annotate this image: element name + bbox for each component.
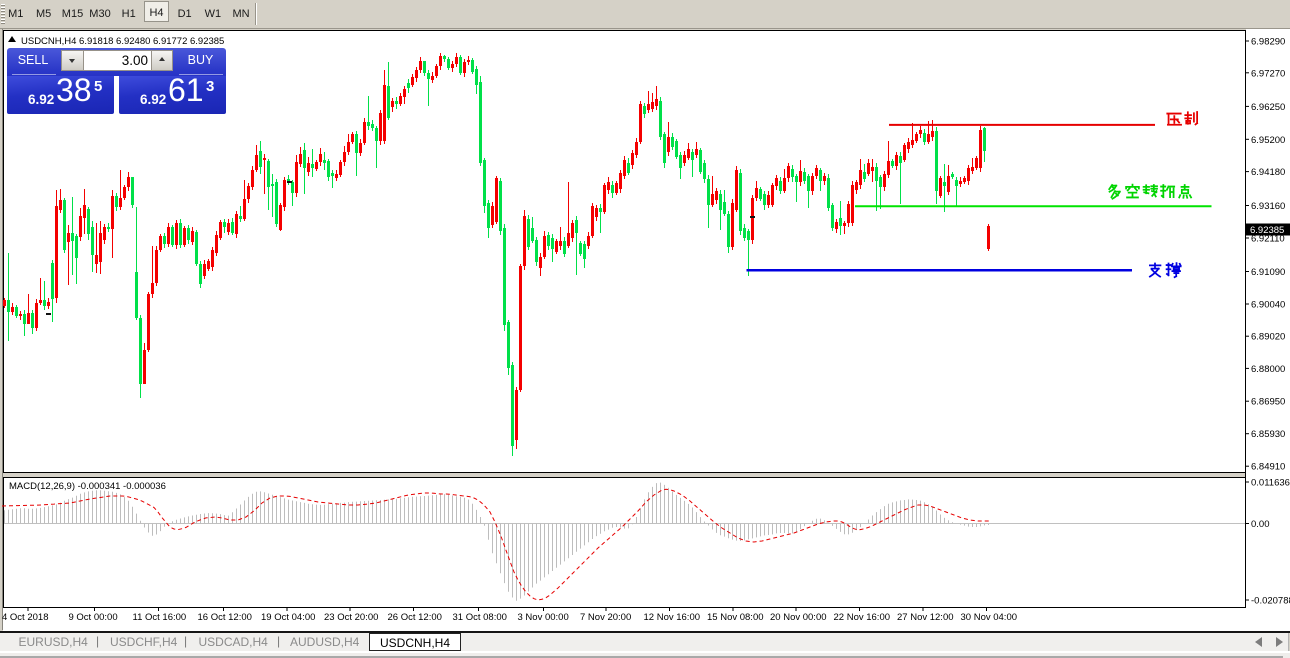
svg-text:6.90040: 6.90040 [1251, 300, 1285, 311]
svg-text:6.97270: 6.97270 [1251, 68, 1285, 79]
svg-text:16 Oct 12:00: 16 Oct 12:00 [198, 612, 252, 623]
svg-text:6.86950: 6.86950 [1251, 397, 1285, 408]
svg-text:22 Nov 16:00: 22 Nov 16:00 [834, 612, 891, 623]
svg-text:USDCNH,H4 6.91818 6.92480 6.9: USDCNH,H4 6.91818 6.92480 6.91772 6.9238… [21, 36, 224, 47]
svg-text:0.00: 0.00 [1251, 519, 1270, 530]
svg-text:6.85930: 6.85930 [1251, 429, 1285, 440]
svg-text:6.95200: 6.95200 [1251, 135, 1285, 146]
svg-text:3 Nov 00:00: 3 Nov 00:00 [518, 612, 569, 623]
svg-text:6.98290: 6.98290 [1251, 37, 1285, 48]
svg-text:23 Oct 20:00: 23 Oct 20:00 [324, 612, 378, 623]
svg-text:6.89020: 6.89020 [1251, 332, 1285, 343]
svg-text:20 Nov 00:00: 20 Nov 00:00 [770, 612, 827, 623]
svg-text:MACD(12,26,9) -0.000341 -0.000: MACD(12,26,9) -0.000341 -0.000036 [9, 481, 166, 492]
svg-text:6.92110: 6.92110 [1251, 234, 1285, 245]
svg-text:31 Oct 08:00: 31 Oct 08:00 [453, 612, 507, 623]
svg-text:-0.020788: -0.020788 [1251, 596, 1290, 607]
svg-text:7 Nov 20:00: 7 Nov 20:00 [580, 612, 631, 623]
svg-text:30 Nov 04:00: 30 Nov 04:00 [961, 612, 1018, 623]
svg-text:19 Oct 04:00: 19 Oct 04:00 [261, 612, 315, 623]
svg-text:12 Nov 16:00: 12 Nov 16:00 [644, 612, 701, 623]
svg-text:0.011636: 0.011636 [1251, 478, 1290, 489]
svg-text:15 Nov 08:00: 15 Nov 08:00 [707, 612, 764, 623]
svg-text:26 Oct 12:00: 26 Oct 12:00 [388, 612, 442, 623]
svg-text:4 Oct 2018: 4 Oct 2018 [2, 612, 48, 623]
svg-text:9 Oct 00:00: 9 Oct 00:00 [69, 612, 118, 623]
svg-text:11 Oct 16:00: 11 Oct 16:00 [133, 612, 187, 623]
svg-text:6.84910: 6.84910 [1251, 462, 1285, 473]
svg-text:6.93160: 6.93160 [1251, 201, 1285, 212]
svg-text:6.88000: 6.88000 [1251, 364, 1285, 375]
svg-text:6.91090: 6.91090 [1251, 267, 1285, 278]
svg-text:27 Nov 12:00: 27 Nov 12:00 [897, 612, 954, 623]
svg-text:6.94180: 6.94180 [1251, 167, 1285, 178]
svg-text:6.92385: 6.92385 [1250, 225, 1284, 236]
svg-text:6.96250: 6.96250 [1251, 102, 1285, 113]
